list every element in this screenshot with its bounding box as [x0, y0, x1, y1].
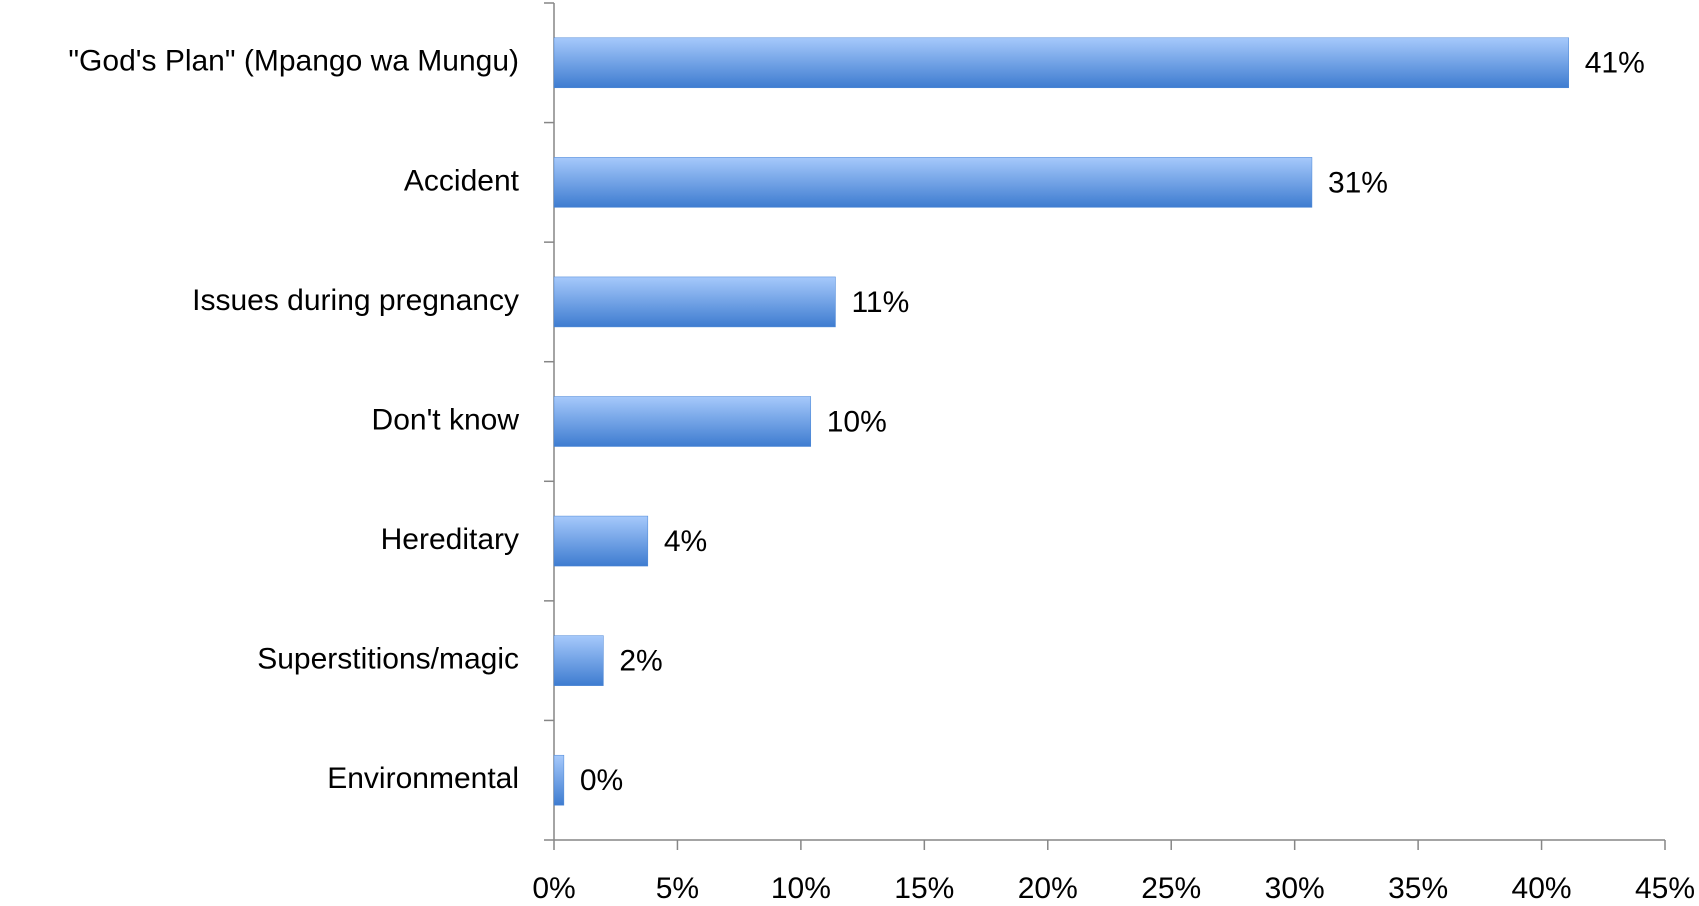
bar [553, 635, 604, 686]
x-tick-label: 35% [1388, 872, 1448, 905]
value-label: 10% [827, 405, 887, 438]
value-label: 2% [619, 645, 662, 678]
y-tick-label: Accident [404, 164, 520, 197]
x-tick-label: 0% [532, 872, 575, 905]
y-tick-label: Issues during pregnancy [192, 284, 519, 317]
y-tick-label: Environmental [327, 762, 519, 795]
y-tick-label: Don't know [372, 403, 520, 436]
bar [553, 396, 812, 447]
value-label: 4% [664, 525, 707, 558]
x-tick-label: 15% [894, 872, 954, 905]
x-tick-label: 45% [1635, 872, 1695, 905]
x-tick-label: 5% [656, 872, 699, 905]
value-label: 41% [1585, 47, 1645, 80]
y-tick-label: "God's Plan" (Mpango wa Mungu) [68, 45, 519, 78]
value-label: 31% [1328, 166, 1388, 199]
x-tick-label: 30% [1265, 872, 1325, 905]
x-tick-label: 20% [1018, 872, 1078, 905]
y-tick-label: Hereditary [381, 523, 519, 556]
y-tick-label: Superstitions/magic [257, 643, 519, 676]
value-label: 0% [580, 764, 623, 797]
x-tick-label: 10% [771, 872, 831, 905]
x-tick-label: 25% [1141, 872, 1201, 905]
bar [553, 515, 649, 567]
bar [553, 157, 1313, 208]
x-tick-label: 40% [1512, 872, 1572, 905]
bar [553, 37, 1569, 89]
bar [553, 276, 836, 328]
value-label: 11% [851, 286, 909, 319]
bar [553, 754, 565, 806]
